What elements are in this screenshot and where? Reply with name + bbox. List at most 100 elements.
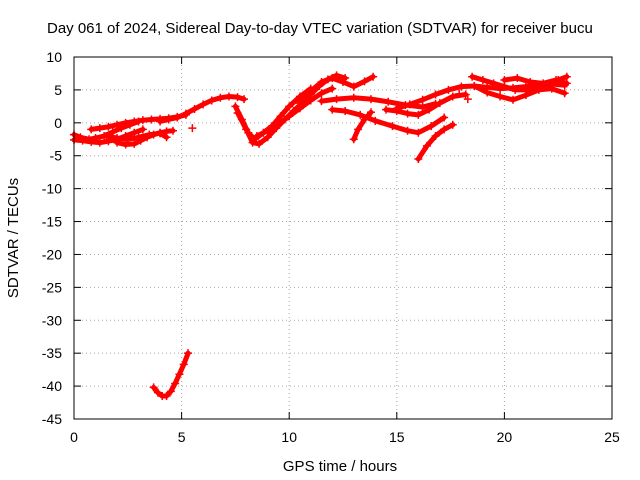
data-point-marker — [382, 105, 391, 114]
data-point-marker — [138, 125, 147, 134]
data-point-marker — [233, 108, 242, 117]
data-point-marker — [440, 125, 449, 134]
data-point-marker — [168, 126, 177, 135]
data-point-marker — [560, 89, 569, 98]
data-point-marker — [444, 85, 453, 94]
data-point-marker — [184, 349, 193, 358]
data-point-marker — [371, 116, 380, 125]
data-point-marker — [164, 115, 173, 124]
data-point-marker — [175, 370, 184, 379]
series-arc-10 — [295, 72, 378, 108]
data-point-marker — [489, 79, 498, 88]
data-point-marker — [405, 100, 414, 109]
data-point-marker — [392, 104, 401, 113]
data-point-marker — [171, 379, 180, 388]
data-point-marker — [121, 140, 130, 149]
data-point-marker — [252, 131, 261, 140]
series-arc-5 — [102, 129, 171, 144]
data-point-marker — [513, 74, 522, 83]
data-point-marker — [328, 74, 337, 83]
plot-frame — [73, 56, 613, 420]
data-point-marker — [349, 135, 358, 144]
series-trace — [157, 94, 247, 124]
y-tick-label: -40 — [42, 378, 62, 394]
data-point-marker — [156, 117, 165, 126]
x-tick-label: 25 — [604, 429, 620, 445]
data-point-marker — [113, 133, 122, 142]
data-point-marker — [87, 137, 96, 146]
data-point-marker — [199, 100, 208, 109]
data-point-marker — [496, 92, 505, 101]
data-point-marker — [130, 128, 139, 137]
axis-ticks: 0 5 10 15 20 25 10 5 0 -5 -10 -15 -20 -25 -30 -35 -40 -45 — [42, 49, 620, 445]
y-tick-label: 0 — [54, 115, 62, 131]
y-axis-label: SDTVAR / TECUs — [5, 178, 22, 298]
data-point-marker — [418, 103, 427, 112]
data-point-marker — [285, 112, 294, 121]
data-point-marker — [207, 96, 216, 105]
x-tick-label: 0 — [70, 429, 78, 445]
data-point-marker — [511, 85, 520, 94]
series-arc-9 — [252, 84, 337, 140]
data-point-marker — [317, 89, 326, 98]
data-point-marker — [448, 120, 457, 129]
y-tick-label: -5 — [50, 148, 63, 164]
data-point-marker — [190, 104, 199, 113]
data-point-marker — [455, 89, 464, 98]
data-point-marker — [463, 95, 472, 104]
data-point-marker — [130, 139, 139, 148]
data-point-marker — [95, 124, 104, 133]
data-point-marker — [425, 105, 434, 114]
data-point-marker — [470, 81, 479, 90]
data-point-marker — [285, 102, 294, 111]
data-point-marker — [332, 95, 341, 104]
data-point-marker — [349, 93, 358, 102]
series-arc-19 — [500, 74, 571, 88]
data-point-marker — [317, 78, 326, 87]
data-point-marker — [87, 125, 96, 134]
data-point-marker — [179, 360, 188, 369]
data-point-marker — [435, 99, 444, 108]
data-point-marker — [547, 84, 556, 93]
data-point-marker — [427, 122, 436, 131]
data-point-marker — [306, 87, 315, 96]
y-tick-label: -15 — [42, 214, 62, 230]
series-trace — [297, 74, 376, 106]
data-point-marker — [147, 115, 156, 124]
data-point-marker — [276, 112, 285, 121]
chart-title: Day 061 of 2024, Sidereal Day-to-day VTE… — [47, 20, 593, 37]
data-point-marker — [166, 387, 175, 396]
data-point-marker — [478, 76, 487, 85]
data-point-marker — [104, 122, 113, 131]
data-point-marker — [341, 106, 350, 115]
data-point-marker — [240, 95, 249, 104]
data-point-marker — [534, 85, 543, 94]
series-trace — [254, 86, 335, 139]
data-point-marker — [231, 102, 240, 111]
data-point-marker — [145, 130, 154, 139]
data-point-marker — [552, 76, 561, 85]
data-point-marker — [369, 72, 378, 81]
data-point-marker — [224, 92, 233, 101]
data-point-marker — [457, 82, 466, 91]
data-point-marker — [134, 133, 143, 142]
data-point-marker — [188, 124, 197, 133]
data-point-marker — [328, 84, 337, 93]
data-point-marker — [123, 135, 132, 144]
series-arc-20 — [149, 349, 193, 400]
data-point-marker — [328, 105, 337, 114]
data-point-marker — [500, 76, 509, 85]
series-point-3 — [463, 95, 472, 104]
data-point-marker — [121, 118, 130, 127]
data-point-marker — [317, 97, 326, 106]
data-point-marker — [263, 126, 272, 135]
data-point-marker — [130, 117, 139, 126]
series-arc-15 — [414, 120, 457, 164]
data-point-marker — [113, 120, 122, 129]
data-point-marker — [274, 120, 283, 129]
data-point-marker — [349, 82, 358, 91]
series-arc-13 — [328, 105, 449, 137]
data-point-marker — [156, 129, 165, 138]
data-point-marker — [181, 109, 190, 118]
data-point-marker — [440, 113, 449, 122]
